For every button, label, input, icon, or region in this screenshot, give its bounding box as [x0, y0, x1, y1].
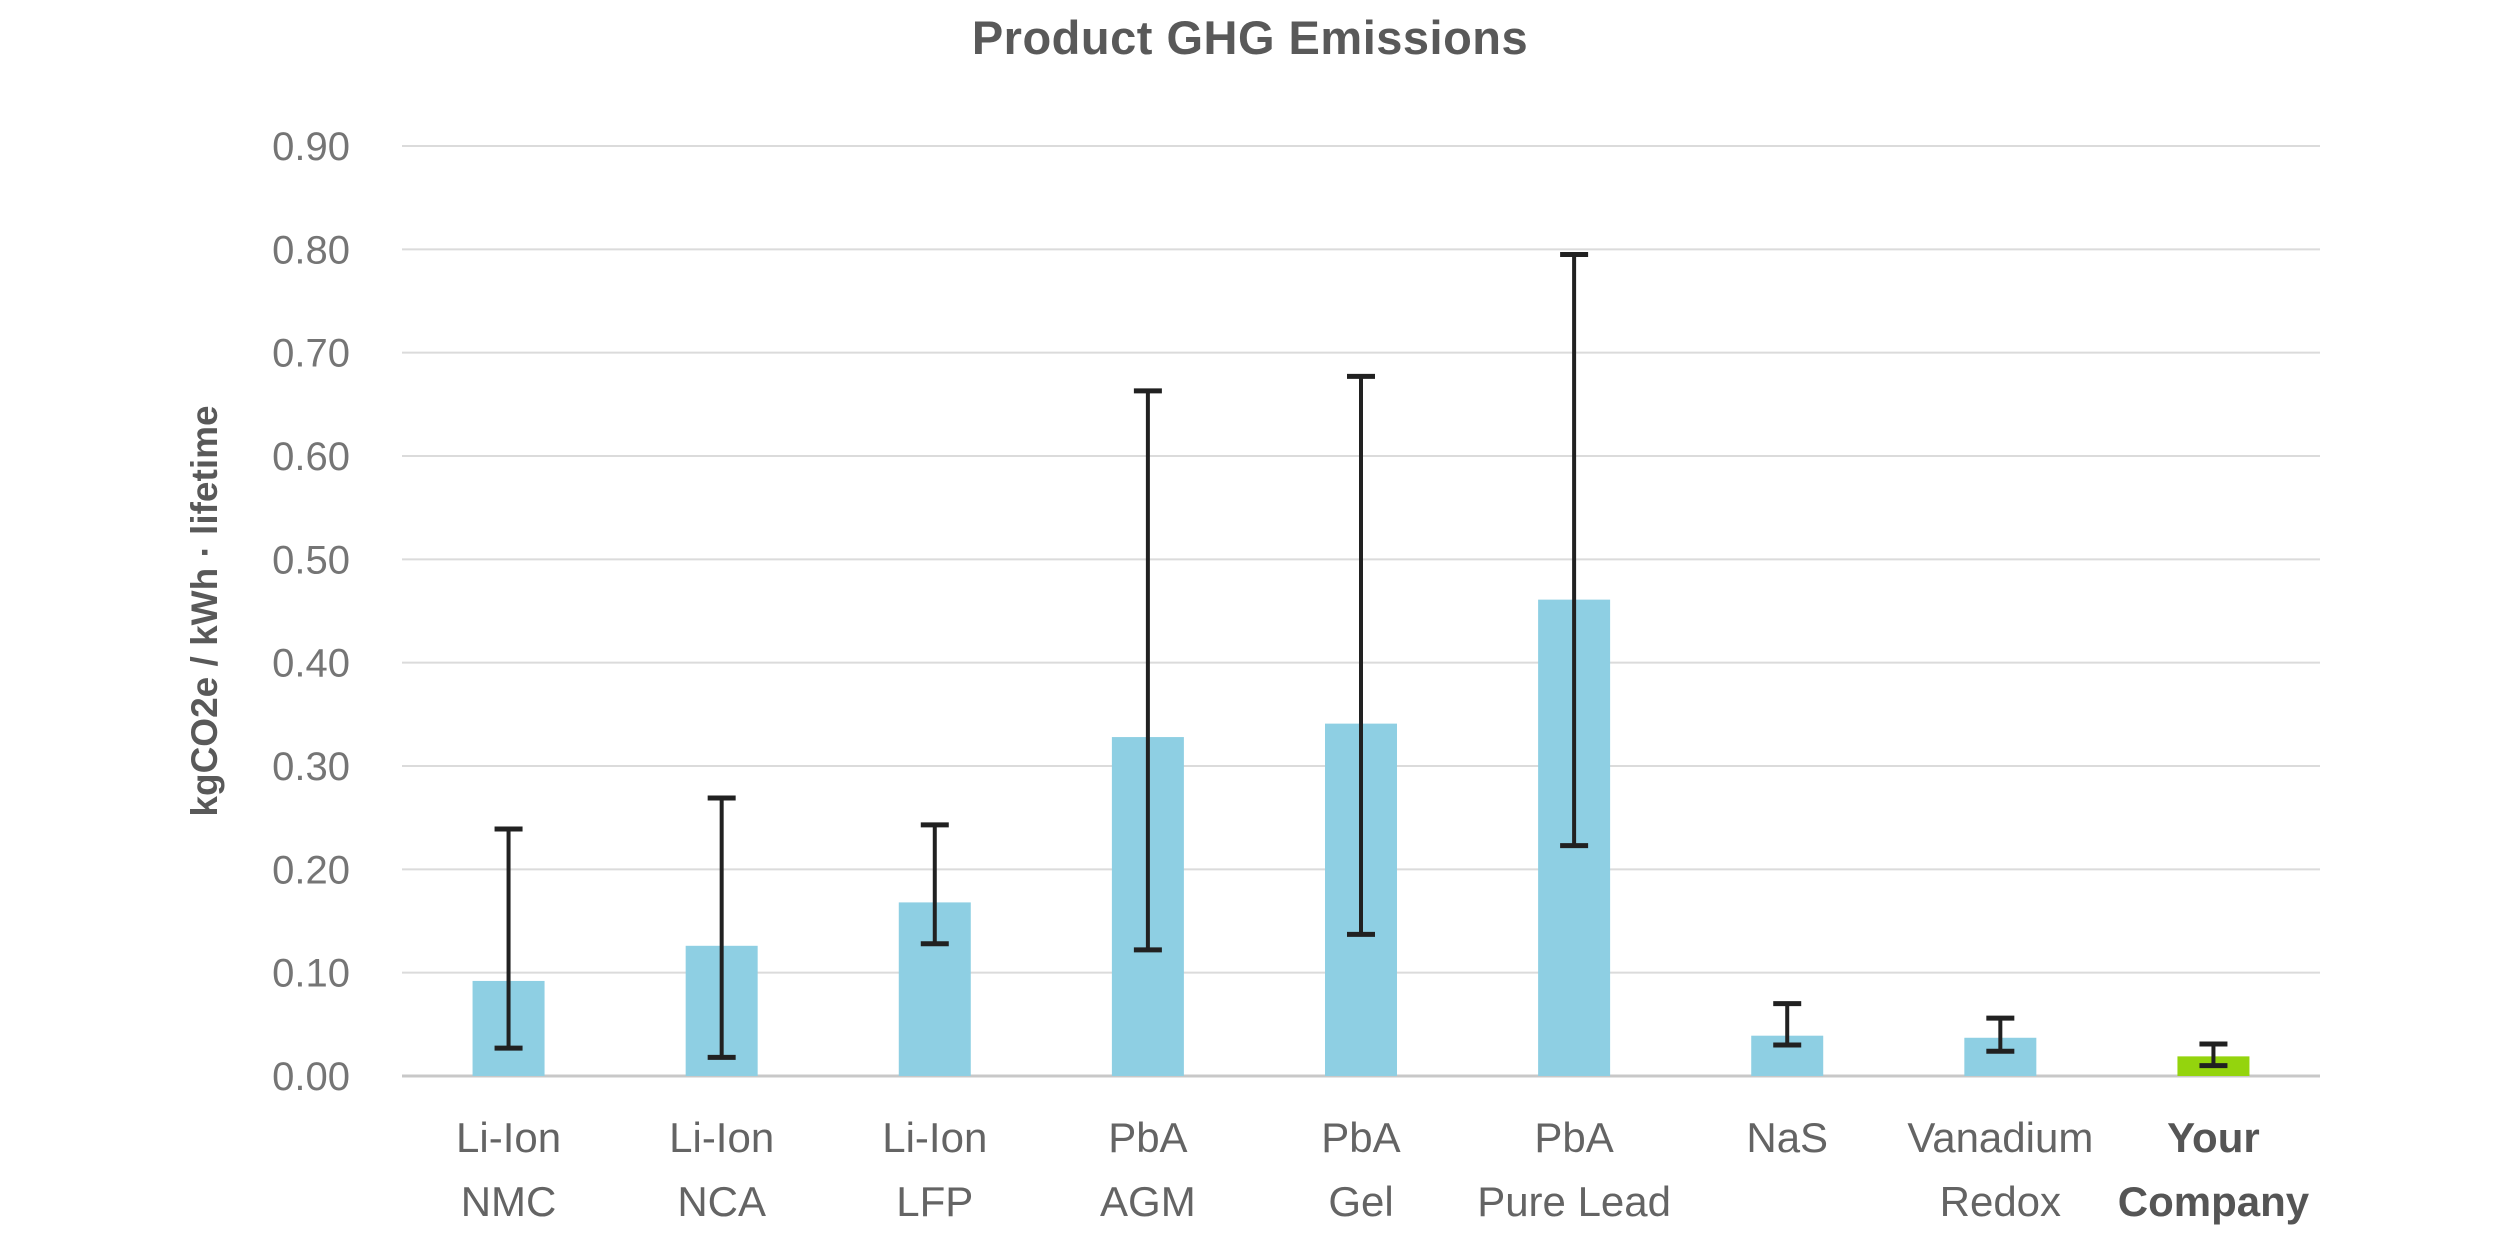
- chart-title: Product GHG Emissions: [971, 11, 1529, 64]
- y-tick-label-0-70: 0.70: [272, 332, 350, 376]
- x-label-li-ion-nca: Li-Ion NCA: [669, 1114, 774, 1225]
- y-tick-label-0-80: 0.80: [272, 228, 350, 272]
- y-tick-label-0-00: 0.00: [272, 1055, 350, 1099]
- y-tick-label-0-60: 0.60: [272, 435, 350, 479]
- y-tick-label-0-40: 0.40: [272, 642, 350, 686]
- x-label-vanadium-redox: Vanadium Redox: [1907, 1114, 2093, 1225]
- x-label-pba-gel: PbA Gel: [1321, 1114, 1400, 1225]
- x-label-li-ion-lfp: Li-Ion LFP: [882, 1114, 987, 1225]
- y-tick-label-0-10: 0.10: [272, 952, 350, 996]
- x-label-pba-agm: PbA AGM: [1100, 1114, 1196, 1225]
- y-tick-label-0-30: 0.30: [272, 745, 350, 789]
- x-label-your-company: Your Company: [2118, 1114, 2310, 1225]
- x-label-li-ion-nmc: Li-Ion NMC: [456, 1114, 561, 1225]
- y-tick-label-0-20: 0.20: [272, 848, 350, 892]
- y-tick-label-0-50: 0.50: [272, 538, 350, 582]
- x-label-nas: NaS: [1746, 1114, 1828, 1161]
- x-label-pba-pure-lead: PbA Pure Lead: [1477, 1114, 1671, 1225]
- y-tick-label-0-90: 0.90: [272, 125, 350, 169]
